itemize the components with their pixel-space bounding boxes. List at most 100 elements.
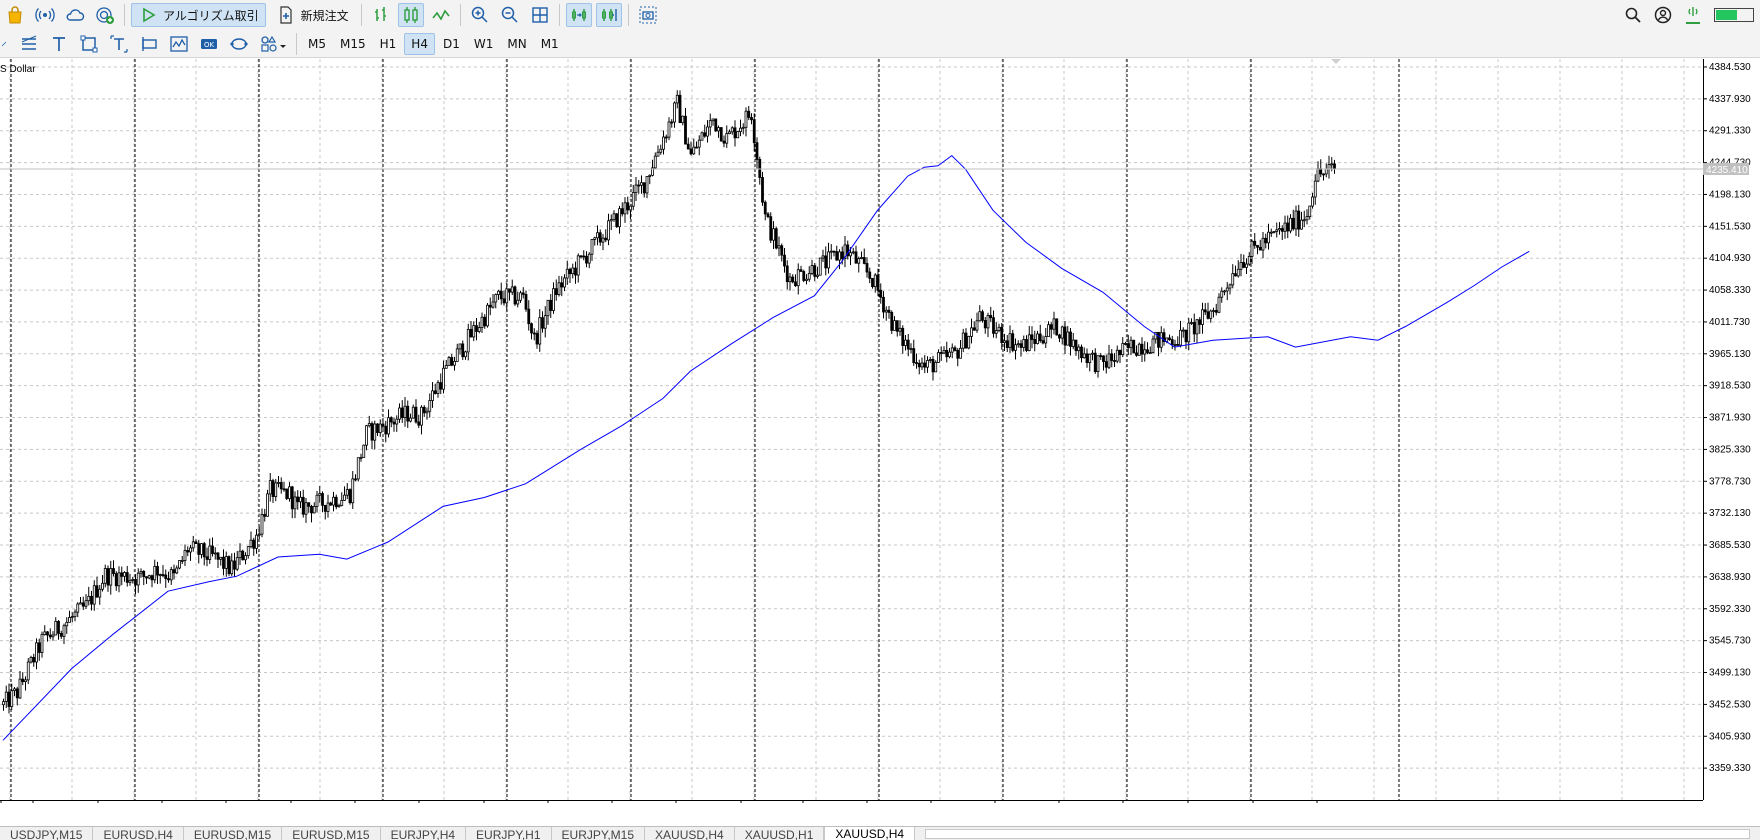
tile-windows-icon[interactable] — [527, 3, 553, 27]
account-icon[interactable] — [1650, 3, 1676, 27]
price-tick-label: 4011.730 — [1709, 317, 1750, 328]
candle — [255, 529, 258, 554]
candle — [994, 322, 998, 339]
candle — [128, 573, 132, 586]
candle — [145, 576, 148, 584]
tabs-scrollbar[interactable] — [925, 828, 1750, 839]
candle — [623, 197, 627, 223]
timeframe-w1[interactable]: W1 — [473, 36, 494, 51]
chart-canvas[interactable]: 4384.5304337.9304291.3304244.7304198.130… — [0, 59, 1760, 817]
candle — [582, 250, 586, 261]
candle — [906, 333, 910, 357]
candle — [524, 290, 528, 312]
candle — [271, 478, 275, 504]
horizontal-lines-icon[interactable] — [16, 32, 42, 56]
candle — [208, 538, 212, 564]
candle — [1063, 321, 1067, 354]
candlestick-chart-icon[interactable] — [397, 3, 424, 27]
candle — [945, 341, 949, 363]
chart-shift-icon[interactable] — [595, 3, 622, 27]
chart-tab[interactable]: USDJPY,M15 — [0, 827, 94, 840]
candle — [678, 90, 682, 124]
chart-tab[interactable]: EURUSD,M15 — [184, 827, 283, 840]
candle — [164, 569, 168, 588]
chart-tab[interactable]: EURUSD,H4 — [93, 827, 184, 840]
more-objects-dropdown-icon[interactable] — [256, 32, 290, 56]
price-tick-label: 3592.330 — [1709, 604, 1751, 615]
candle — [37, 638, 41, 661]
timeframe-h1[interactable]: H1 — [379, 36, 397, 51]
candle — [1206, 302, 1210, 320]
candle — [365, 424, 368, 451]
algo-trading-button[interactable]: アルゴリズム取引 — [131, 3, 266, 27]
candle — [708, 113, 712, 136]
candle — [909, 343, 913, 354]
candle — [244, 552, 247, 565]
shopping-bag-icon[interactable] — [2, 3, 28, 27]
chart-tab[interactable]: EURJPY,H4 — [381, 827, 467, 840]
timeframe-mn[interactable]: MN — [507, 36, 527, 51]
auto-scroll-icon[interactable] — [565, 3, 592, 27]
price-chart[interactable]: 4384.5304337.9304291.3304244.7304198.130… — [0, 59, 1760, 817]
chart-shift-marker-icon[interactable] — [1331, 59, 1341, 64]
candle — [241, 549, 245, 561]
timeframe-d1[interactable]: D1 — [442, 36, 460, 51]
candle — [428, 393, 432, 418]
candle — [439, 373, 443, 395]
time-axis[interactable]: 08:001 Sep 20:004 Sep 12:009 Sep 00:0011… — [0, 800, 1703, 817]
chart-tab[interactable]: XAUUSD,H4 — [645, 827, 735, 840]
price-tick-label: 3732.130 — [1709, 508, 1751, 519]
price-axis[interactable]: 4384.5304337.9304291.3304244.7304198.130… — [1703, 59, 1751, 800]
zoom-out-icon[interactable] — [497, 3, 523, 27]
candle — [1102, 355, 1105, 371]
screenshot-icon[interactable] — [635, 3, 661, 27]
bar-chart-icon[interactable] — [368, 3, 394, 27]
candle — [851, 247, 855, 255]
candle — [1135, 345, 1138, 357]
candle — [758, 156, 762, 185]
chart-tab[interactable]: EURJPY,M15 — [552, 827, 646, 840]
chart-tab[interactable]: EURJPY,H1 — [466, 827, 552, 840]
chart-tab[interactable]: XAUUSD,H1 — [735, 827, 825, 840]
text-tool-icon[interactable] — [46, 32, 72, 56]
candle — [95, 576, 99, 598]
new-order-button[interactable]: 新規注文 — [270, 3, 355, 27]
search-icon[interactable] — [1620, 3, 1646, 27]
candle — [461, 340, 465, 360]
signal-level-icon[interactable] — [1680, 3, 1706, 27]
candle — [117, 566, 121, 593]
candle — [615, 213, 619, 228]
candle — [1162, 328, 1166, 346]
radar-add-icon[interactable] — [92, 3, 118, 27]
indicator-tool-icon[interactable] — [166, 32, 192, 56]
candle — [917, 359, 921, 375]
timeframe-m1[interactable]: M1 — [540, 36, 559, 51]
price-tick-label: 3359.330 — [1709, 763, 1751, 774]
candle — [961, 328, 965, 353]
candle — [1049, 322, 1053, 339]
price-tick-label: 4291.330 — [1709, 126, 1751, 137]
timeframe-m15[interactable]: M15 — [340, 36, 366, 51]
rectangle-tool-icon[interactable] — [76, 32, 102, 56]
shapes-tool-icon[interactable] — [226, 32, 252, 56]
ok-button-tool-icon[interactable]: OK — [196, 32, 222, 56]
chart-tab[interactable]: XAUUSD,H4 — [824, 827, 916, 840]
price-label-tool-icon[interactable] — [136, 32, 162, 56]
chart-tab[interactable]: EURUSD,M15 — [282, 827, 381, 840]
candle — [318, 485, 322, 503]
timeframe-h4[interactable]: H4 — [404, 32, 435, 55]
signal-broadcast-icon[interactable] — [32, 3, 58, 27]
text-box-tool-icon[interactable] — [106, 32, 132, 56]
candle — [1176, 336, 1180, 346]
line-chart-icon[interactable] — [428, 3, 454, 27]
candle — [139, 568, 143, 578]
crosshair-partial-icon[interactable] — [2, 32, 12, 56]
candle — [420, 405, 423, 435]
candle — [530, 322, 533, 340]
candle — [659, 144, 663, 155]
cloud-icon[interactable] — [62, 3, 88, 27]
candle — [1256, 244, 1259, 255]
candle — [651, 159, 654, 177]
timeframe-m5[interactable]: M5 — [308, 36, 326, 51]
zoom-in-icon[interactable] — [467, 3, 493, 27]
